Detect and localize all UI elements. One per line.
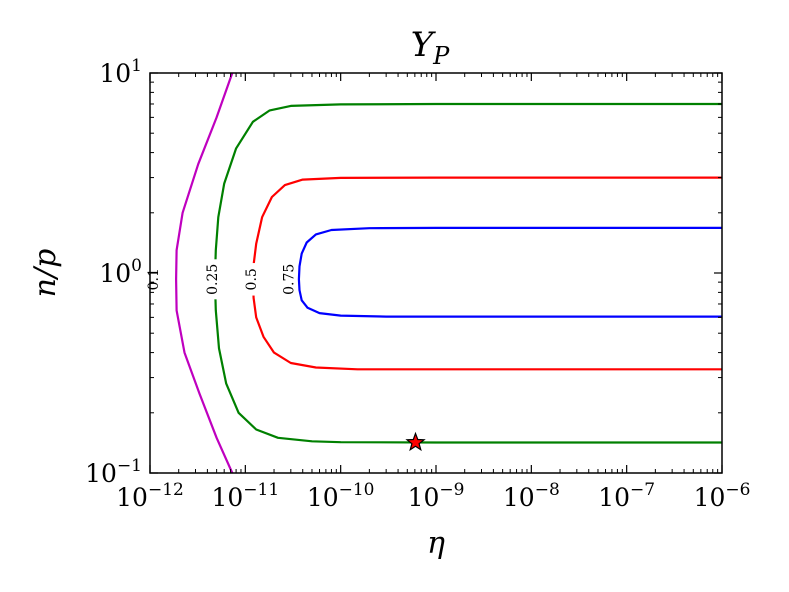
marker-layer: [405, 431, 426, 452]
contour-label: 0.25: [205, 264, 221, 295]
x-tick-label: 10−9: [408, 480, 465, 512]
contour-label: 0.1: [146, 268, 162, 290]
x-tick-label: 10−12: [116, 480, 184, 512]
contour-line-1: [175, 72, 234, 474]
contour-label-gap: [205, 259, 222, 300]
x-tick-label: 10−7: [598, 480, 655, 512]
contour-line-4: [297, 226, 722, 318]
y-tick-label: 101: [99, 56, 142, 88]
contour-labels: 0.1 0.25 0.5 0.75: [146, 259, 298, 300]
contour-line-3: [251, 176, 722, 371]
y-tick-labels: 10−1 100 101: [85, 56, 142, 488]
plot-frame: [149, 72, 723, 474]
y-tick-label: 10−1: [85, 456, 142, 488]
chart-title: YP: [411, 25, 450, 70]
contour-label-gap: [281, 259, 298, 300]
x-tick-label: 10−11: [211, 480, 279, 512]
x-axis-label: η: [427, 526, 445, 561]
x-tick-label: 10−6: [694, 480, 751, 512]
y-tick-label: 100: [99, 256, 142, 288]
y-axis-label: n/p: [28, 249, 63, 298]
star-marker: [405, 431, 426, 452]
x-tick-label: 10−8: [503, 480, 560, 512]
contour-label: 0.75: [281, 264, 297, 295]
x-tick-label: 10−10: [307, 480, 375, 512]
contour-label: 0.5: [244, 268, 260, 290]
contour-label-gap: [244, 263, 261, 296]
tick-marks: [149, 72, 723, 474]
x-tick-labels: 10−12 10−11 10−10 10−9 10−8 10−7 10−6: [116, 480, 750, 512]
